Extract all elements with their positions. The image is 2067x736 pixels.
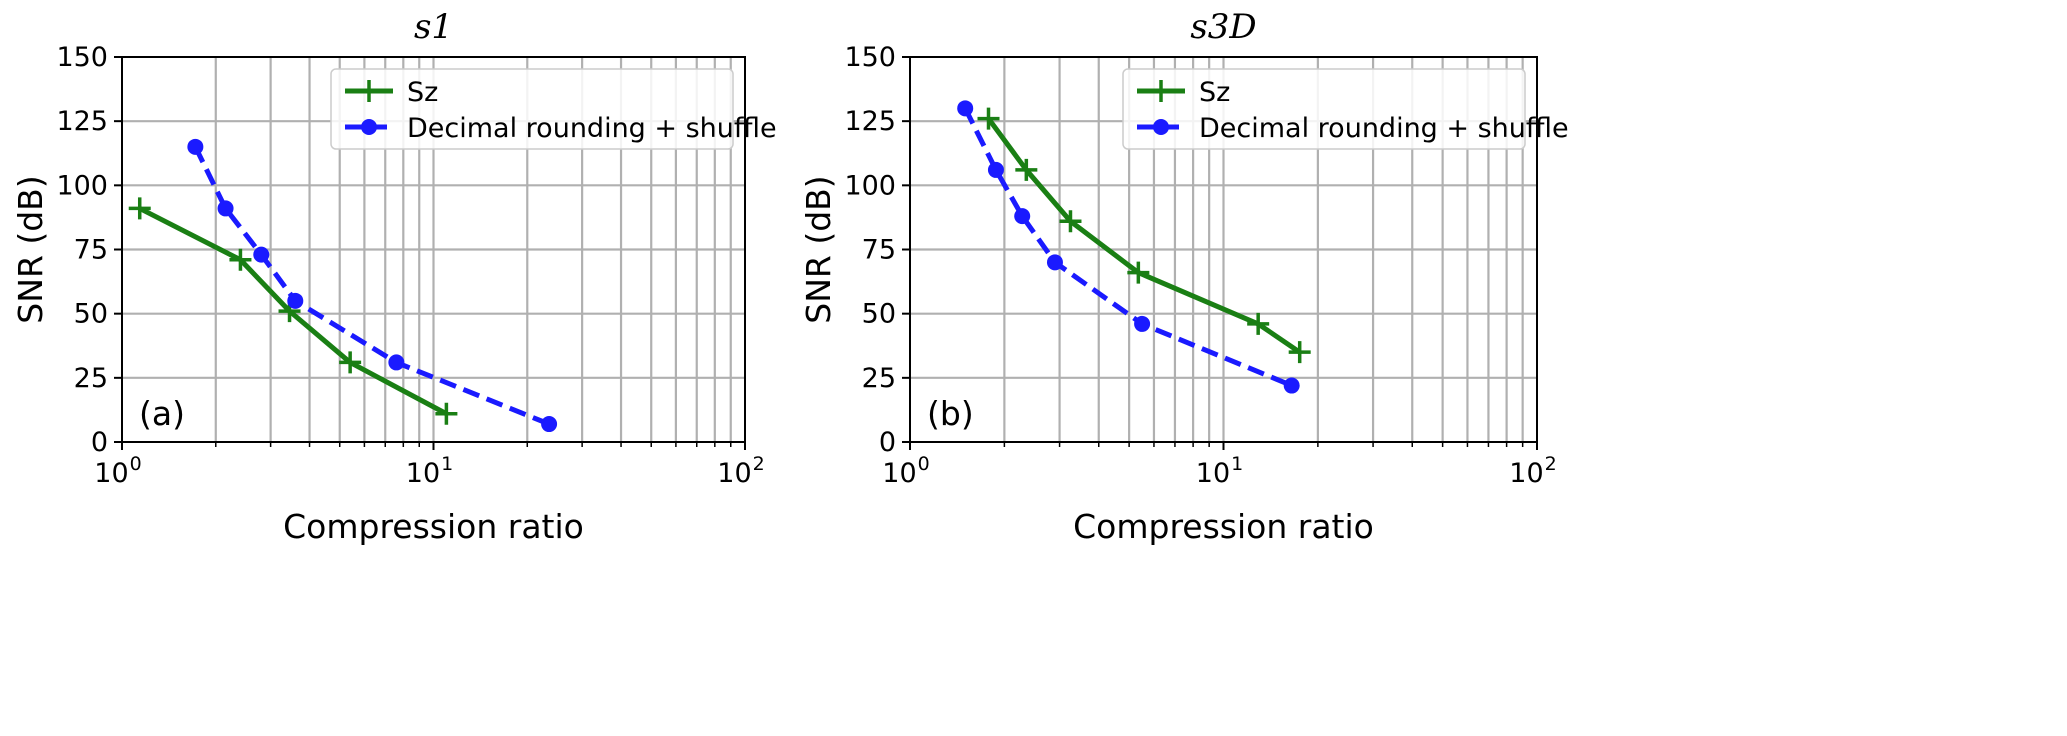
legend-box	[330, 68, 734, 150]
data-point	[1015, 158, 1038, 181]
x-tick-exponent: 0	[130, 453, 142, 475]
legend: Sz Decimal rounding + shuffle	[1122, 68, 1569, 150]
data-point	[287, 292, 304, 309]
x-tick-exponent: 0	[918, 453, 930, 475]
x-tick-label: 102	[1509, 453, 1556, 489]
y-tick-label: 0	[91, 427, 108, 458]
y-tick-label: 75	[862, 235, 896, 266]
panel-title: s1	[414, 7, 453, 47]
x-tick-exponent: 1	[1231, 453, 1243, 475]
series-line	[193, 145, 551, 427]
panel-annotation: (b)	[927, 394, 974, 433]
legend-entry: Sz	[345, 77, 438, 108]
x-tick-base: 10	[717, 458, 751, 489]
x-tick-base: 10	[882, 458, 916, 489]
y-tick-label: 125	[56, 106, 108, 137]
y-axis-label: SNR (dB)	[799, 175, 838, 323]
x-axis-label: Compression ratio	[1073, 507, 1374, 546]
x-tick-label: 101	[1196, 453, 1243, 489]
legend-marker	[361, 119, 377, 135]
y-tick-label: 25	[862, 363, 896, 394]
x-tick-base: 10	[1509, 458, 1543, 489]
y-tick-label: 50	[862, 299, 896, 330]
data-point	[1127, 261, 1150, 284]
legend-marker	[1153, 119, 1169, 135]
legend-label: Sz	[407, 77, 438, 108]
y-tick-label: 25	[74, 363, 108, 394]
y-tick-label: 100	[56, 170, 108, 201]
series-sz	[128, 197, 458, 425]
data-point	[1059, 210, 1082, 233]
legend: Sz Decimal rounding + shuffle	[330, 68, 777, 150]
x-tick-exponent: 2	[753, 453, 765, 475]
x-tick-base: 10	[1196, 458, 1230, 489]
data-point	[388, 354, 405, 371]
y-tick-label: 50	[74, 299, 108, 330]
legend-label: Decimal rounding + shuffle	[407, 113, 777, 144]
y-tick-label: 150	[56, 42, 108, 73]
x-tick-base: 10	[406, 458, 440, 489]
x-axis-label: Compression ratio	[283, 507, 584, 546]
data-point	[1247, 312, 1270, 335]
series-line	[962, 107, 1293, 388]
data-point	[977, 107, 1000, 130]
legend-label: Decimal rounding + shuffle	[1199, 113, 1569, 144]
legend-entry: Decimal rounding + shuffle	[1137, 113, 1569, 144]
y-tick-label: 75	[74, 235, 108, 266]
series-decimal-rounding	[957, 100, 1300, 394]
x-tick-exponent: 1	[441, 453, 453, 475]
data-point	[187, 138, 204, 155]
data-point	[1288, 341, 1311, 364]
data-point	[1014, 208, 1031, 225]
data-point	[1046, 254, 1063, 271]
x-tick-label: 100	[94, 453, 141, 489]
data-point	[229, 248, 252, 271]
x-tick-label: 101	[406, 453, 453, 489]
data-point	[1134, 315, 1151, 332]
series-sz	[977, 107, 1311, 364]
x-tick-label: 100	[882, 453, 929, 489]
data-point	[339, 351, 362, 374]
x-tick-exponent: 2	[1545, 453, 1557, 475]
x-tick-base: 10	[94, 458, 128, 489]
data-point	[253, 246, 270, 263]
y-tick-label: 100	[844, 170, 896, 201]
series-decimal-rounding	[187, 138, 558, 433]
legend-entry: Decimal rounding + shuffle	[345, 113, 777, 144]
panel-title: s3D	[1190, 7, 1256, 47]
legend-marker	[358, 80, 380, 102]
legend-marker	[1150, 80, 1172, 102]
data-point	[435, 402, 458, 425]
data-point	[541, 416, 558, 433]
data-point	[987, 161, 1004, 178]
data-point	[1283, 377, 1300, 394]
legend-box	[1122, 68, 1526, 150]
x-tick-label: 102	[717, 453, 764, 489]
y-tick-label: 150	[844, 42, 896, 73]
legend-label: Sz	[1199, 77, 1230, 108]
data-point	[217, 200, 234, 217]
y-tick-label: 125	[844, 106, 896, 137]
data-point	[957, 100, 974, 117]
series-line	[986, 117, 1302, 355]
y-axis-label: SNR (dB)	[11, 175, 50, 323]
data-point	[128, 197, 151, 220]
y-tick-label: 0	[879, 427, 896, 458]
panel-annotation: (a)	[139, 394, 185, 433]
legend-entry: Sz	[1137, 77, 1230, 108]
